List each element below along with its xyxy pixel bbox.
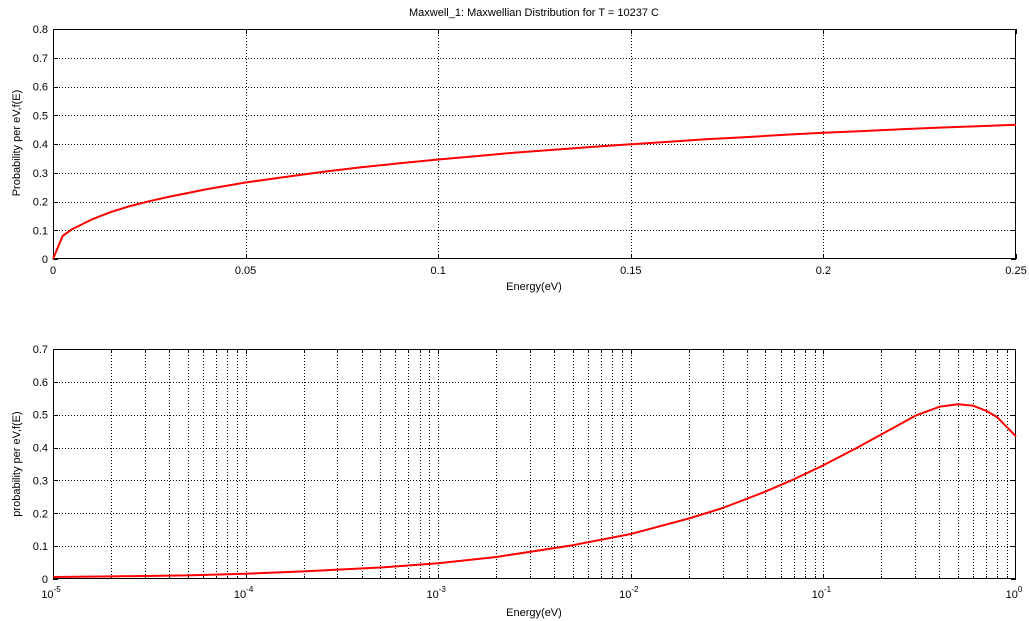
top-ylabel: Probability per eV,f(E) (11, 90, 23, 197)
bottom-series-line (52, 403, 1017, 578)
bottom-grid (53, 349, 1016, 579)
top-ytick-label: 0.2 (33, 197, 48, 209)
bottom-ytick-label: 0.6 (33, 377, 48, 389)
top-ytick-label: 0.4 (33, 139, 48, 151)
top-ytick-label: 0.1 (33, 225, 48, 237)
bottom-xtick-label: 10-4 (234, 585, 254, 601)
top-plot: 0 0.1 0.2 0.3 0.4 0.5 0.6 0.7 0.8 0 0.05 0.1 0.15 0.2… (33, 24, 1027, 277)
bottom-xtick-label: 10-2 (619, 585, 639, 601)
bottom-ytick-label: 0.1 (33, 541, 48, 553)
bottom-axes: Energy(eV) probability per eV,f(E) (11, 411, 562, 619)
bottom-xtick-label: 10-3 (427, 585, 447, 601)
top-ytick-label: 0.8 (33, 24, 48, 36)
top-xtick-label: 0.25 (1005, 265, 1026, 277)
top-axes: Energy(eV) Probability per eV,f(E) (11, 90, 562, 293)
bottom-ylabel: probability per eV,f(E) (11, 411, 23, 516)
bottom-xlabel: Energy(eV) (506, 607, 562, 619)
figure-title: Maxwell_1: Maxwellian Distribution for T… (409, 7, 659, 19)
top-ytick-label: 0.3 (33, 168, 48, 180)
top-xlabel: Energy(eV) (506, 281, 562, 293)
top-axes-frame (53, 29, 1016, 259)
bottom-ytick-label: 0.3 (33, 475, 48, 487)
bottom-axes-frame (53, 349, 1016, 579)
bottom-ytick-label: 0.5 (33, 410, 48, 422)
bottom-ytick-label: 0.4 (33, 443, 48, 455)
bottom-xtick-label: 100 (1006, 585, 1023, 601)
bottom-plot-area (53, 349, 1016, 579)
bottom-ytick-label: 0.7 (33, 344, 48, 356)
bottom-ytick-label: 0 (42, 574, 48, 586)
top-xtick-label: 0.15 (620, 265, 641, 277)
top-xtick-label: 0.2 (816, 265, 831, 277)
top-plot-area (53, 29, 1016, 259)
bottom-xtick-label: 10-1 (812, 585, 832, 601)
bottom-xtick-label: 10-5 (41, 585, 61, 601)
top-ytick-label: 0.7 (33, 53, 48, 65)
top-xtick-label: 0.05 (235, 265, 256, 277)
bottom-ytick-label: 0.2 (33, 508, 48, 520)
top-ytick-label: 0.6 (33, 82, 48, 94)
top-xtick-label: 0 (50, 265, 56, 277)
bottom-plot: 0 0.1 0.2 0.3 0.4 0.5 0.6 0.7 10-5 10-4 10-3 10-2 10… (33, 344, 1023, 601)
top-xtick-label: 0.1 (431, 265, 446, 277)
top-ytick-label: 0.5 (33, 110, 48, 122)
top-series-line (52, 123, 1017, 260)
top-ytick-label: 0 (42, 254, 48, 266)
